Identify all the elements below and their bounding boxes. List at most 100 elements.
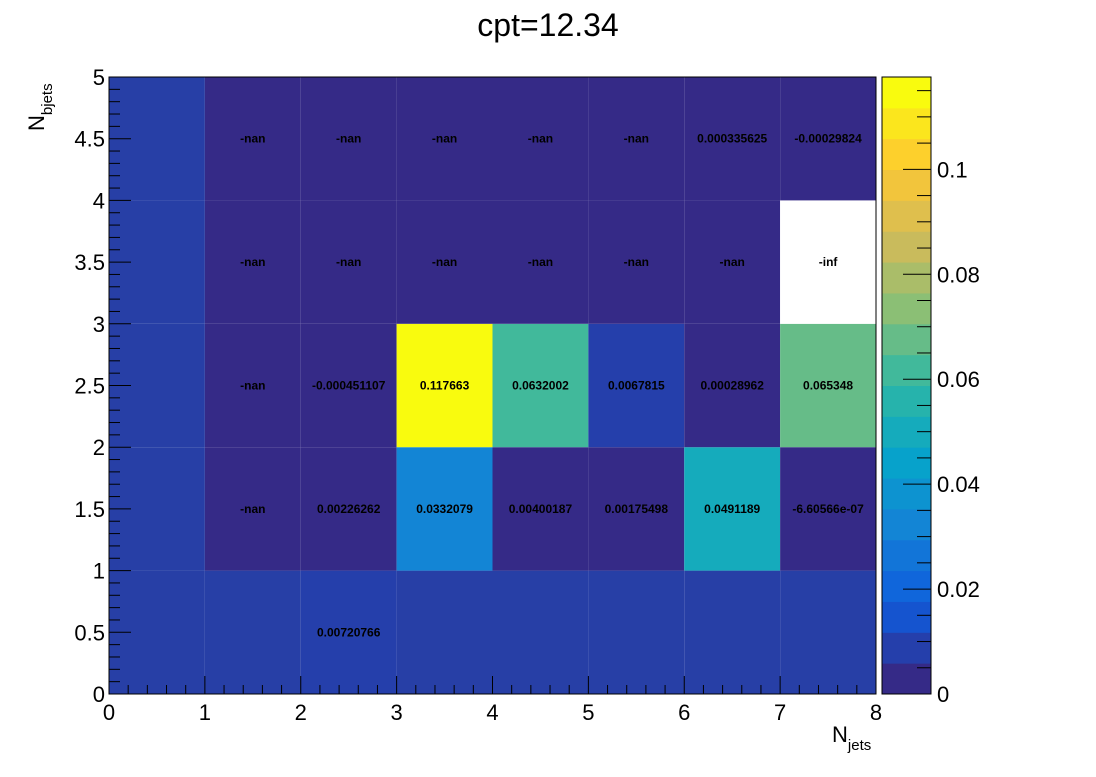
colorbar-band: [882, 663, 931, 695]
chart-title: cpt=12.34: [477, 7, 618, 43]
x-tick-label: 6: [678, 700, 690, 725]
cell-value-label: -nan: [528, 255, 553, 269]
cell-value-label: -nan: [624, 132, 649, 146]
y-axis-title: Nbjets: [24, 83, 56, 131]
heatmap-cell-2-1: [300, 447, 397, 571]
y-tick-label: 2.5: [74, 374, 105, 399]
heatmap-cell-3-0: [396, 570, 493, 694]
cell-value-label: 0.000335625: [697, 132, 767, 146]
cell-value-label: -6.60566e-07: [792, 502, 864, 516]
colorbar-tick-label: 0.06: [937, 367, 980, 392]
heatmap-cell-2-2: [300, 323, 397, 448]
heatmap-cell-5-2: [588, 323, 685, 448]
heatmap-cell-2-0: [300, 570, 397, 694]
heatmap-cell-7-4: [780, 77, 876, 201]
heatmap-cell-4-3: [492, 200, 589, 324]
cell-value-label: 0.0491189: [704, 502, 760, 516]
colorbar-band: [882, 262, 931, 294]
colorbar-band: [882, 200, 931, 232]
cell-value-label: 0.117663: [420, 379, 470, 393]
cell-value-label: -nan: [240, 502, 265, 516]
x-tick-label: 8: [870, 700, 882, 725]
cell-value-label: -nan: [432, 255, 457, 269]
x-axis-title: Njets: [832, 722, 871, 754]
cell-value-label: 0.00400187: [509, 502, 573, 516]
x-tick-label: 3: [391, 700, 403, 725]
heatmap-cell-5-1: [588, 447, 685, 571]
colorbar-tick-label: 0.04: [937, 472, 980, 497]
heatmap-cell-2-3: [300, 200, 397, 324]
cell-value-label: 0.0332079: [416, 502, 473, 516]
y-axis-title-main: N: [24, 115, 49, 131]
cell-value-label: -nan: [432, 132, 457, 146]
heatmap-cell-5-3: [588, 200, 685, 324]
heatmap-cell-1-0: [204, 570, 301, 694]
cell-value-label: 0.0067815: [608, 379, 665, 393]
cell-value-label: 0.00028962: [700, 379, 764, 393]
cell-labels-layer: 0.00720766 -nan 0.00226262 0.0332079 0.00400…: [240, 132, 864, 640]
colorbar-tick-label: 0.02: [937, 577, 980, 602]
cell-value-label: -nan: [240, 379, 265, 393]
y-tick-label: 3.5: [74, 250, 105, 275]
heatmap-cell-5-4: [588, 77, 685, 201]
x-tick-label: 2: [295, 700, 307, 725]
colorbar-tick-label: 0.1: [937, 157, 968, 182]
heatmap-cell-6-2: [684, 323, 781, 448]
cells-layer: [109, 77, 876, 694]
cell-value-label: 0.0632002: [512, 379, 569, 393]
colorbar-band: [882, 478, 931, 510]
heatmap-cell-1-2: [204, 323, 301, 448]
colorbar-band: [882, 292, 931, 325]
cell-value-label: -nan: [240, 255, 265, 269]
cell-value-label: -0.00029824: [794, 132, 862, 146]
heatmap-cell-7-1: [780, 447, 876, 571]
heatmap-cell-1-1: [204, 447, 301, 571]
cell-value-label: -nan: [336, 132, 361, 146]
x-axis-title-sub: jets: [847, 737, 871, 754]
colorbar-band: [882, 138, 931, 171]
colorbar-band: [882, 632, 931, 664]
colorbar-band: [882, 447, 931, 479]
y-tick-label: 1.5: [74, 497, 105, 522]
x-tick-label: 1: [199, 700, 211, 725]
cell-value-label: 0.00720766: [317, 625, 381, 639]
colorbar-band: [882, 385, 931, 417]
colorbar-band: [882, 508, 931, 541]
colorbar-band: [882, 354, 931, 386]
heatmap-cell-3-2: [396, 323, 493, 448]
cell-value-label: 0.00175498: [605, 502, 669, 516]
x-tick-label: 4: [486, 700, 498, 725]
colorbar-band: [882, 539, 931, 572]
cell-value-label: -nan: [240, 132, 265, 146]
cell-value-label: -0.000451107: [312, 379, 386, 393]
cell-value-label: -nan: [720, 255, 745, 269]
heatmap-cell-3-1: [396, 447, 493, 571]
heatmap-cell-4-2: [492, 323, 589, 448]
x-tick-label: 5: [582, 700, 594, 725]
cell-value-label: -nan: [624, 255, 649, 269]
heatmap-cell-6-1: [684, 447, 781, 571]
heatmap-cell-6-3: [684, 200, 781, 324]
heatmap-cell-5-0: [588, 570, 685, 694]
x-tick-label: 0: [103, 700, 115, 725]
cell-value-label: 0.00226262: [317, 502, 381, 516]
heatmap-cell-7-0: [780, 570, 876, 694]
heatmap-cell-1-3: [204, 200, 301, 324]
colorbar-band: [882, 323, 931, 356]
heatmap-cell-7-3: [780, 200, 876, 324]
heatmap-cell-3-4: [396, 77, 493, 201]
colorbar-tick-label: 0.08: [937, 262, 980, 287]
colorbar-band: [882, 570, 931, 602]
colorbar: 0 0.02 0.04 0.06 0.08 0.1: [881, 76, 980, 707]
cell-value-label: 0.065348: [803, 379, 853, 393]
colorbar-band: [882, 601, 931, 633]
cell-value-label: -nan: [336, 255, 361, 269]
colorbar-tick-label: 0: [937, 682, 949, 707]
y-axis-title-sub: bjets: [39, 83, 56, 115]
colorbar-band: [882, 231, 931, 263]
x-tick-label: 7: [774, 700, 786, 725]
colorbar-band: [882, 169, 931, 201]
y-tick-label: 0: [93, 682, 105, 707]
axes-layer: 0 1 2 3 4 5 6 7 8 0 0.5 1 1.5 2 2.5 3 3.5 4 4.5 5: [74, 65, 882, 725]
